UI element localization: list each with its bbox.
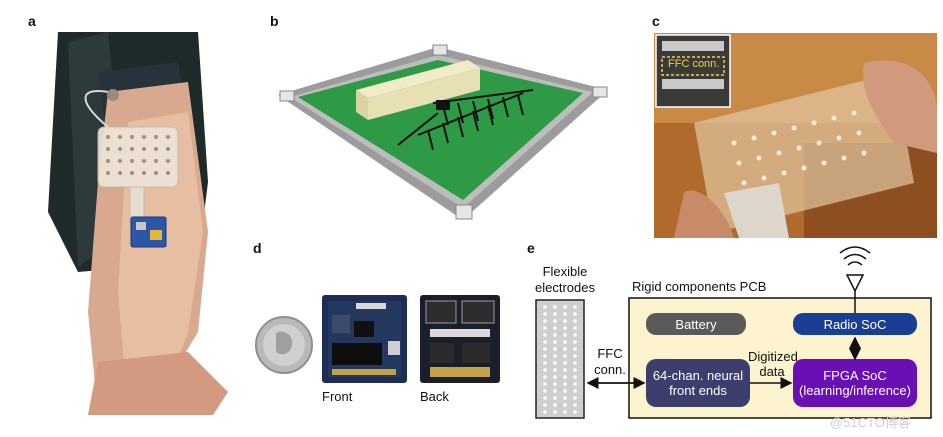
electrode-dot (553, 354, 557, 358)
flexible-electrodes-label: Flexible electrodes (535, 264, 595, 295)
electrode-dot (573, 403, 577, 407)
fpga-soc-block: FPGA SoC (learning/inference) (793, 359, 917, 407)
electrode-dot (543, 389, 547, 393)
electrode-array (535, 299, 585, 419)
electrode-dot (543, 403, 547, 407)
electrode-dot (563, 347, 567, 351)
electrode-dot (573, 396, 577, 400)
electrode-dot (553, 333, 557, 337)
back-label: Back (420, 389, 449, 404)
electrode-dot (553, 368, 557, 372)
electrode-dot (573, 354, 577, 358)
electrode-dot (553, 403, 557, 407)
electrode-dot (553, 340, 557, 344)
front-label: Front (322, 389, 353, 404)
electrode-dot (543, 361, 547, 365)
electrode-dot (543, 333, 547, 337)
electrode-dot (543, 354, 547, 358)
electrode-dot (553, 389, 557, 393)
panel-b-render (278, 44, 608, 220)
electrode-dot (573, 368, 577, 372)
electrode-dot (563, 333, 567, 337)
electrode-dot (553, 347, 557, 351)
ffc-conn-label: FFC conn. (594, 346, 626, 377)
electrode-dot (553, 382, 557, 386)
ffc-conn-inset-label: FFC conn. (668, 58, 720, 70)
panel-c-photo (654, 33, 937, 238)
electrode-dot (573, 347, 577, 351)
electrode-dot (553, 326, 557, 330)
electrode-dot (553, 375, 557, 379)
electrode-dot (543, 382, 547, 386)
electrode-dot (573, 319, 577, 323)
electrode-dot (573, 312, 577, 316)
electrode-dot (563, 361, 567, 365)
electrode-dot (563, 368, 567, 372)
electrode-dot (563, 305, 567, 309)
electrode-dot (563, 375, 567, 379)
electrode-dot (573, 326, 577, 330)
electrode-dot (543, 326, 547, 330)
panel-c-label: c (652, 13, 660, 29)
electrode-dot (543, 312, 547, 316)
electrode-dot (553, 305, 557, 309)
electrode-dot (563, 326, 567, 330)
electrode-dot (563, 319, 567, 323)
pcb-front-photo (322, 295, 407, 383)
electrode-dot (543, 410, 547, 414)
electrode-dot (543, 368, 547, 372)
panel-a-photo (38, 32, 238, 415)
electrode-dot (573, 389, 577, 393)
battery-block: Battery (646, 313, 746, 335)
electrode-dot (563, 354, 567, 358)
electrode-dot (543, 340, 547, 344)
electrode-dot (563, 312, 567, 316)
pcb-back-photo (420, 295, 500, 383)
digitized-data-label: Digitized data (748, 349, 798, 379)
electrode-dot (573, 410, 577, 414)
electrode-dot (573, 340, 577, 344)
diagram-arrows (586, 246, 871, 389)
electrode-dot (573, 375, 577, 379)
electrode-dot (543, 347, 547, 351)
electrode-dot (543, 305, 547, 309)
electrode-dot (563, 389, 567, 393)
electrode-dot (563, 410, 567, 414)
pcb-label: Rigid components PCB (632, 279, 767, 294)
panel-e-label: e (527, 240, 535, 256)
panel-b-label: b (270, 13, 279, 29)
electrode-dot (573, 305, 577, 309)
electrode-dot (553, 361, 557, 365)
electrode-dot (543, 319, 547, 323)
electrode-dot (573, 361, 577, 365)
neural-front-end-block: 64-chan. neural front ends (646, 359, 750, 407)
electrode-dot (553, 410, 557, 414)
watermark: @51CTO博客 (830, 415, 911, 430)
panel-a-label: a (28, 13, 36, 29)
electrode-dot (553, 312, 557, 316)
electrode-dot (543, 375, 547, 379)
electrode-dot (573, 382, 577, 386)
electrode-dot (563, 403, 567, 407)
electrode-dot (563, 396, 567, 400)
coin-icon (255, 316, 313, 374)
electrode-dot (543, 396, 547, 400)
electrode-dot (553, 396, 557, 400)
electrode-dot (563, 382, 567, 386)
electrode-dot (553, 319, 557, 323)
electrode-dot (563, 340, 567, 344)
panel-d-label: d (253, 240, 262, 256)
radio-soc-block: Radio SoC (793, 313, 917, 335)
electrode-dot (573, 333, 577, 337)
